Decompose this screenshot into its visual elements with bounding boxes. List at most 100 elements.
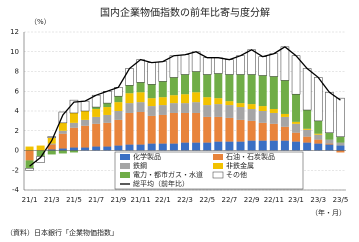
bar-segment — [25, 146, 34, 151]
bar-segment — [158, 114, 167, 144]
bar-segment — [25, 150, 34, 161]
bar-segment — [236, 103, 245, 108]
x-tick-label: 22/5 — [199, 196, 215, 204]
bar-segment — [181, 142, 189, 151]
bar-segment — [258, 140, 267, 151]
legend-label: 総平均（前年比） — [133, 179, 189, 188]
bar-segment — [236, 74, 245, 104]
bar-segment — [214, 98, 223, 105]
bar-segment — [292, 123, 301, 133]
bar-segment — [258, 106, 267, 111]
bar-segment — [191, 51, 201, 72]
x-tick-label: 23/3 — [310, 196, 326, 204]
bar-segment — [225, 74, 234, 102]
bar-segment — [125, 68, 134, 86]
bar-segment — [147, 106, 156, 116]
bar-segment — [236, 119, 245, 142]
bar-segment — [314, 133, 323, 135]
y-tick-label: 12 — [10, 28, 19, 36]
bar-segment — [136, 82, 145, 93]
bar-segment — [125, 112, 134, 145]
bar-segment — [302, 68, 312, 111]
bar-layer — [25, 46, 345, 171]
bar-segment — [214, 73, 223, 99]
legend-swatch — [120, 172, 130, 178]
bar-segment — [314, 139, 323, 144]
bar-segment — [181, 103, 189, 113]
bar-segment — [125, 103, 134, 113]
bar-segment — [269, 76, 278, 110]
bar-segment — [69, 150, 78, 153]
bar-segment — [236, 55, 245, 75]
bar-segment — [236, 107, 245, 120]
bar-segment — [225, 141, 234, 151]
y-tick-label: 6 — [15, 87, 20, 95]
legend-swatch — [120, 154, 130, 160]
bar-segment — [47, 149, 56, 151]
bar-segment — [103, 107, 112, 115]
bar-segment — [158, 97, 167, 106]
source-note: （資料）日本銀行「企業物価指数」 — [6, 228, 118, 237]
y-tick-label: 8 — [15, 68, 19, 76]
bar-segment — [169, 143, 178, 151]
bar-segment — [325, 144, 334, 151]
legend-swatch — [213, 163, 223, 169]
bar-segment — [158, 81, 167, 98]
x-tick-label: 22/9 — [244, 196, 260, 204]
bar-segment — [192, 112, 201, 143]
bar-segment — [81, 111, 90, 120]
bar-segment — [36, 150, 45, 157]
bar-segment — [258, 111, 267, 123]
x-tick-label: 21/1 — [22, 196, 38, 204]
bar-segment — [269, 109, 278, 113]
bar-segment — [192, 102, 201, 113]
bar-segment — [92, 123, 101, 147]
bar-segment — [236, 141, 245, 151]
bar-segment — [58, 122, 67, 131]
bar-segment — [147, 98, 156, 107]
x-axis-label: （年・月） — [311, 208, 346, 217]
bar-segment — [169, 55, 179, 78]
legend-label: 鉄鋼 — [133, 161, 147, 170]
bar-segment — [325, 91, 334, 133]
bar-segment — [147, 84, 156, 99]
bar-segment — [169, 95, 178, 104]
bar-segment — [269, 53, 279, 77]
bar-segment — [314, 143, 323, 151]
bar-segment — [280, 80, 289, 114]
bar-segment — [247, 140, 256, 151]
bar-segment — [147, 62, 156, 85]
bar-segment — [80, 100, 90, 112]
legend-label: 非鉄金属 — [226, 161, 254, 170]
bar-segment — [291, 55, 301, 95]
bar-segment — [81, 125, 90, 148]
legend-label: 化学製品 — [133, 152, 161, 161]
bar-segment — [136, 111, 145, 145]
legend-box — [114, 151, 304, 190]
bar-segment — [303, 128, 312, 130]
bar-segment — [58, 111, 68, 124]
bar-segment — [181, 112, 189, 143]
x-tick-label: 22/1 — [155, 196, 171, 204]
bar-segment — [25, 168, 34, 171]
bar-segment — [214, 116, 223, 142]
bar-segment — [125, 144, 134, 151]
bar-segment — [303, 136, 312, 143]
bar-segment — [58, 148, 67, 151]
x-tick-label: 22/3 — [177, 196, 193, 204]
bar-segment — [325, 139, 334, 144]
bar-segment — [81, 147, 90, 151]
bar-segment — [280, 126, 289, 141]
bar-segment — [314, 120, 323, 134]
bar-segment — [169, 103, 178, 113]
x-tick-label: 21/9 — [111, 196, 127, 204]
bar-segment — [69, 112, 78, 123]
bar-segment — [269, 140, 278, 151]
bar-segment — [247, 120, 256, 141]
x-tick-label: 21/11 — [130, 196, 150, 204]
bar-segment — [336, 136, 345, 143]
bar-segment — [169, 77, 178, 96]
bar-segment — [158, 61, 168, 82]
